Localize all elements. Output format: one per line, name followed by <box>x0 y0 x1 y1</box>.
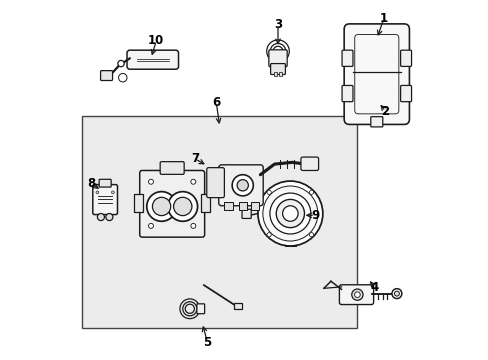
FancyBboxPatch shape <box>101 71 112 81</box>
Text: 4: 4 <box>370 281 378 294</box>
FancyBboxPatch shape <box>341 50 352 66</box>
Text: 8: 8 <box>87 177 95 190</box>
Circle shape <box>309 190 313 194</box>
Circle shape <box>118 73 127 82</box>
Circle shape <box>266 233 271 237</box>
Circle shape <box>167 192 197 221</box>
Circle shape <box>111 191 114 194</box>
Text: 9: 9 <box>310 209 319 222</box>
Circle shape <box>237 180 248 191</box>
FancyBboxPatch shape <box>140 171 204 237</box>
Circle shape <box>152 197 170 216</box>
Circle shape <box>96 191 99 194</box>
Circle shape <box>351 289 362 300</box>
FancyBboxPatch shape <box>197 304 204 314</box>
Bar <box>233 303 241 309</box>
Circle shape <box>394 291 399 296</box>
Bar <box>273 72 276 76</box>
Circle shape <box>118 60 124 67</box>
FancyBboxPatch shape <box>160 162 184 174</box>
Bar <box>134 194 143 212</box>
FancyBboxPatch shape <box>270 64 285 75</box>
Text: 7: 7 <box>191 152 199 165</box>
Circle shape <box>354 292 360 297</box>
Circle shape <box>263 186 317 241</box>
FancyBboxPatch shape <box>218 165 263 206</box>
Text: 6: 6 <box>212 96 220 109</box>
FancyBboxPatch shape <box>268 50 286 67</box>
Bar <box>279 72 282 76</box>
Circle shape <box>173 197 192 216</box>
Circle shape <box>97 213 104 221</box>
Circle shape <box>190 179 195 184</box>
Circle shape <box>282 206 298 221</box>
Circle shape <box>232 175 253 196</box>
Circle shape <box>105 213 113 221</box>
FancyBboxPatch shape <box>370 117 382 127</box>
FancyBboxPatch shape <box>400 50 411 66</box>
Circle shape <box>266 190 271 194</box>
FancyBboxPatch shape <box>339 285 373 305</box>
FancyBboxPatch shape <box>344 24 408 125</box>
FancyBboxPatch shape <box>206 168 224 198</box>
FancyBboxPatch shape <box>127 50 178 69</box>
Circle shape <box>276 199 304 228</box>
Text: 5: 5 <box>203 336 211 349</box>
Circle shape <box>190 224 195 228</box>
FancyBboxPatch shape <box>93 185 117 215</box>
Circle shape <box>146 192 176 221</box>
FancyBboxPatch shape <box>99 179 111 187</box>
Circle shape <box>148 224 153 228</box>
FancyBboxPatch shape <box>300 157 318 171</box>
Circle shape <box>148 179 153 184</box>
FancyBboxPatch shape <box>242 209 251 219</box>
Circle shape <box>257 181 322 246</box>
Text: 1: 1 <box>379 12 387 25</box>
Bar <box>238 202 246 210</box>
Bar <box>82 117 357 328</box>
Bar <box>250 202 259 210</box>
Bar <box>201 194 210 212</box>
FancyBboxPatch shape <box>341 85 352 102</box>
Circle shape <box>309 233 313 237</box>
Text: 10: 10 <box>148 34 164 47</box>
Circle shape <box>391 289 401 298</box>
Circle shape <box>269 193 310 234</box>
Text: 3: 3 <box>273 18 282 31</box>
FancyBboxPatch shape <box>400 85 411 102</box>
Bar <box>224 202 232 210</box>
Text: 2: 2 <box>381 105 389 118</box>
